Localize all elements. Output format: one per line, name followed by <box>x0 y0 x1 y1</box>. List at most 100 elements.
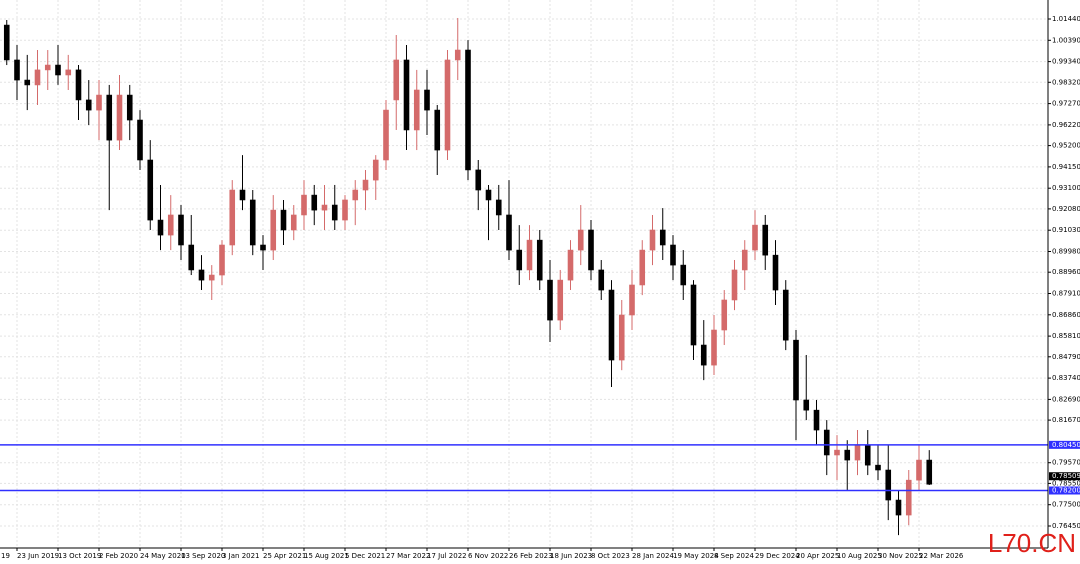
candle-body <box>260 244 266 251</box>
candle-body <box>167 214 174 236</box>
candle-body <box>188 244 195 271</box>
candle-body <box>434 109 441 151</box>
candle-body <box>229 189 236 246</box>
candle-body <box>813 409 820 431</box>
candle-body <box>198 269 205 281</box>
x-tick-label: 26 Feb 2023 <box>509 552 553 560</box>
candle-body <box>680 264 687 286</box>
x-tick-label: 13 Oct 2019 <box>58 552 101 560</box>
x-tick-label: 23 Jun 2019 <box>17 552 59 560</box>
candle-body <box>454 49 461 61</box>
y-tick-label: 0.81670 <box>1052 416 1080 424</box>
candle-body <box>311 194 318 211</box>
candle-body <box>618 314 625 361</box>
x-tick-label: 17 Jul 2022 <box>427 552 467 560</box>
candle-body <box>741 249 748 271</box>
candle-body <box>96 94 102 111</box>
x-tick-label: 5 Dec 2021 <box>345 552 385 560</box>
grid <box>0 0 1048 548</box>
y-tick-label: 0.86860 <box>1052 311 1080 319</box>
y-tick-label: 0.89980 <box>1052 247 1080 255</box>
y-tick-label: 0.99340 <box>1052 58 1080 66</box>
candle-body <box>782 289 789 341</box>
y-tick-label: 0.76450 <box>1052 522 1080 530</box>
x-tick-label: 28 Jan 2024 <box>632 552 675 560</box>
candle-body <box>249 199 256 246</box>
y-tick-label: 0.84790 <box>1052 353 1080 361</box>
x-tick-label: 2 Feb 2020 <box>99 552 138 560</box>
candle-body <box>762 224 769 256</box>
horizontal-line-label: 0.78200 <box>1052 487 1080 495</box>
plot-area <box>0 17 1048 536</box>
x-tick-label: 3 Jan 2021 <box>222 552 260 560</box>
x-tick-label: 8 Sep 2024 <box>714 552 754 560</box>
candle-body <box>24 79 31 86</box>
last-price-box <box>1049 472 1080 481</box>
candle-body <box>793 339 799 401</box>
x-tick-label: 25 Apr 2021 <box>263 552 306 560</box>
candle-body <box>577 229 584 251</box>
candle-body <box>34 69 41 86</box>
x-tick-label: 27 Mar 2022 <box>386 552 430 560</box>
y-tick-label: 0.78550 <box>1052 479 1080 487</box>
candle-body <box>895 499 902 516</box>
candle-body <box>854 444 861 461</box>
candle-body <box>362 179 369 191</box>
candle-body <box>547 279 553 321</box>
x-tick-label: 24 May 2020 <box>140 552 186 560</box>
candle-body <box>536 239 543 281</box>
x-tick-label: 19 May 2024 <box>673 552 719 560</box>
candle-body <box>331 204 338 221</box>
candle-body <box>465 49 471 171</box>
y-tick-label: 0.94150 <box>1052 163 1080 171</box>
candle-body <box>823 429 830 456</box>
candle-body <box>506 214 512 251</box>
x-tick-label: 13 Sep 2020 <box>181 552 225 560</box>
candle-body <box>526 239 533 271</box>
candle-body <box>752 224 758 251</box>
horizontal-line-label-box <box>1049 440 1080 449</box>
candle-body <box>711 329 717 366</box>
candle-body <box>75 69 82 101</box>
candle-body <box>280 209 287 231</box>
candle-body <box>116 94 123 141</box>
candle-body <box>106 94 113 141</box>
candle-body <box>916 459 922 481</box>
candle-body <box>444 59 451 151</box>
candle-body <box>157 219 164 236</box>
x-tick-label: 29 Dec 2024 <box>755 552 800 560</box>
candle-body <box>321 204 328 211</box>
y-tick-label: 1.00390 <box>1052 36 1080 44</box>
y-tick-label: 0.97270 <box>1052 100 1080 108</box>
x-tick-label: 20 Apr 2025 <box>796 552 839 560</box>
candle-body <box>721 299 728 331</box>
candle-body <box>690 284 697 346</box>
candle-body <box>137 119 143 161</box>
candle-body <box>14 59 20 81</box>
y-tick-label: 0.98320 <box>1052 78 1080 86</box>
candle-body <box>372 159 379 181</box>
candle-body <box>772 254 779 291</box>
candle-body <box>219 244 225 276</box>
candle-body <box>495 199 502 216</box>
candle-body <box>731 269 738 301</box>
candle-body <box>239 189 246 201</box>
candle-body <box>147 159 154 221</box>
x-tick-label: 19 <box>1 552 10 560</box>
candle-body <box>413 89 420 131</box>
x-tick-label: 22 Mar 2026 <box>919 552 964 560</box>
x-tick-label: 15 Aug 2021 <box>304 552 349 560</box>
candle-body <box>3 24 10 61</box>
candle-body <box>126 94 133 121</box>
y-tick-label: 0.93100 <box>1052 184 1080 192</box>
candle-body <box>670 244 676 266</box>
y-tick-label: 0.87910 <box>1052 289 1080 297</box>
candle-body <box>557 279 564 321</box>
candle-body <box>659 229 666 246</box>
candle-body <box>608 289 615 361</box>
x-tick-label: 30 Nov 2025 <box>878 552 923 560</box>
candle-body <box>649 229 656 251</box>
y-tick-label: 0.83740 <box>1052 374 1080 382</box>
